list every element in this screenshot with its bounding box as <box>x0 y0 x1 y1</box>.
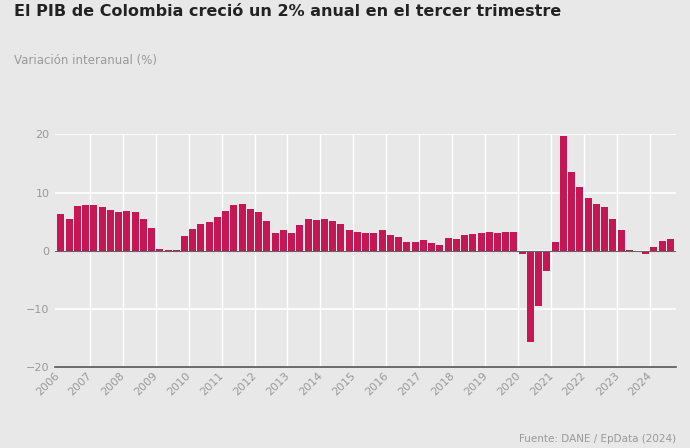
Bar <box>626 250 633 251</box>
Bar <box>453 239 460 251</box>
Bar <box>313 220 319 251</box>
Bar <box>667 239 674 251</box>
Bar <box>551 242 559 251</box>
Bar <box>461 235 468 251</box>
Bar <box>181 237 188 251</box>
Bar <box>132 212 139 251</box>
Bar <box>486 232 493 251</box>
Text: Fuente: DANE / EpData (2024): Fuente: DANE / EpData (2024) <box>519 434 676 444</box>
Bar <box>189 229 196 251</box>
Bar <box>618 230 624 251</box>
Bar <box>371 233 377 251</box>
Bar <box>99 207 106 251</box>
Bar <box>107 210 114 251</box>
Bar <box>346 230 353 251</box>
Bar <box>66 220 72 251</box>
Bar <box>601 207 608 251</box>
Bar <box>527 251 534 342</box>
Bar <box>230 206 237 251</box>
Bar <box>535 251 542 306</box>
Bar <box>337 224 344 251</box>
Bar <box>329 221 336 251</box>
Bar <box>519 251 526 254</box>
Bar <box>288 233 295 251</box>
Bar <box>659 241 666 251</box>
Bar <box>272 233 279 251</box>
Bar <box>124 211 130 251</box>
Bar <box>420 241 427 251</box>
Bar <box>354 232 361 251</box>
Bar <box>436 245 443 251</box>
Bar <box>593 204 600 251</box>
Bar <box>651 247 658 251</box>
Bar <box>560 136 567 251</box>
Text: Variación interanual (%): Variación interanual (%) <box>14 54 157 67</box>
Bar <box>115 212 122 251</box>
Bar <box>148 228 155 251</box>
Bar <box>264 221 270 251</box>
Bar <box>544 251 551 271</box>
Bar <box>255 212 262 251</box>
Bar <box>304 219 312 251</box>
Bar <box>576 187 583 251</box>
Bar <box>568 172 575 251</box>
Text: El PIB de Colombia creció un 2% anual en el tercer trimestre: El PIB de Colombia creció un 2% anual en… <box>14 4 561 19</box>
Bar <box>321 220 328 251</box>
Bar <box>609 219 616 251</box>
Bar <box>477 233 484 251</box>
Bar <box>197 224 204 251</box>
Bar <box>494 233 501 251</box>
Bar <box>412 241 419 251</box>
Bar <box>444 238 451 251</box>
Bar <box>584 198 591 251</box>
Bar <box>206 222 213 251</box>
Bar <box>90 206 97 251</box>
Bar <box>172 250 180 251</box>
Bar <box>214 217 221 251</box>
Bar <box>362 233 369 251</box>
Bar <box>140 219 147 251</box>
Bar <box>511 232 518 251</box>
Bar <box>247 209 254 251</box>
Bar <box>502 232 509 251</box>
Bar <box>74 206 81 251</box>
Bar <box>57 214 64 251</box>
Bar <box>387 235 394 251</box>
Bar <box>428 243 435 251</box>
Bar <box>280 230 287 251</box>
Bar <box>642 251 649 254</box>
Bar <box>164 250 172 251</box>
Bar <box>82 205 89 251</box>
Bar <box>404 242 411 251</box>
Bar <box>222 211 229 251</box>
Bar <box>157 249 164 251</box>
Bar <box>239 204 246 251</box>
Bar <box>296 225 304 251</box>
Bar <box>379 230 386 251</box>
Bar <box>469 234 476 251</box>
Bar <box>395 237 402 251</box>
